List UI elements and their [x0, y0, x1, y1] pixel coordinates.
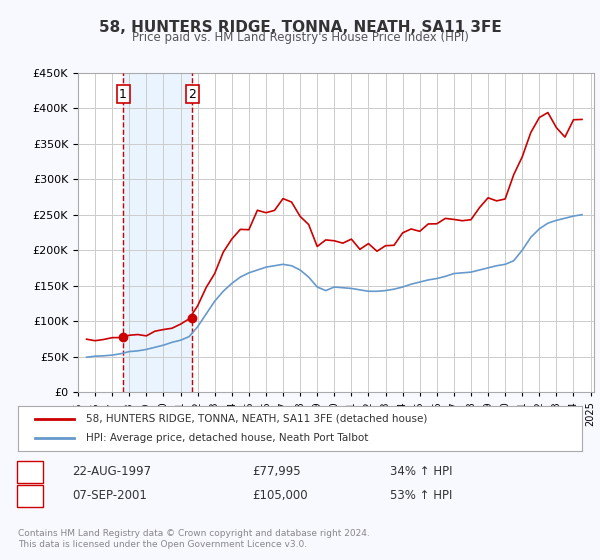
- Text: 53% ↑ HPI: 53% ↑ HPI: [390, 489, 452, 502]
- Text: £105,000: £105,000: [252, 489, 308, 502]
- Text: 2: 2: [26, 489, 34, 502]
- Text: 58, HUNTERS RIDGE, TONNA, NEATH, SA11 3FE (detached house): 58, HUNTERS RIDGE, TONNA, NEATH, SA11 3F…: [86, 413, 427, 423]
- Text: 34% ↑ HPI: 34% ↑ HPI: [390, 465, 452, 478]
- Text: 1: 1: [119, 87, 127, 101]
- Text: 58, HUNTERS RIDGE, TONNA, NEATH, SA11 3FE: 58, HUNTERS RIDGE, TONNA, NEATH, SA11 3F…: [98, 20, 502, 35]
- Text: 07-SEP-2001: 07-SEP-2001: [72, 489, 147, 502]
- Text: HPI: Average price, detached house, Neath Port Talbot: HPI: Average price, detached house, Neat…: [86, 433, 368, 444]
- Text: 22-AUG-1997: 22-AUG-1997: [72, 465, 151, 478]
- Text: £77,995: £77,995: [252, 465, 301, 478]
- Text: 1: 1: [26, 465, 34, 478]
- Text: Price paid vs. HM Land Registry's House Price Index (HPI): Price paid vs. HM Land Registry's House …: [131, 31, 469, 44]
- Bar: [123, 73, 193, 392]
- Text: Contains HM Land Registry data © Crown copyright and database right 2024.
This d: Contains HM Land Registry data © Crown c…: [18, 529, 370, 549]
- Text: 2: 2: [188, 87, 196, 101]
